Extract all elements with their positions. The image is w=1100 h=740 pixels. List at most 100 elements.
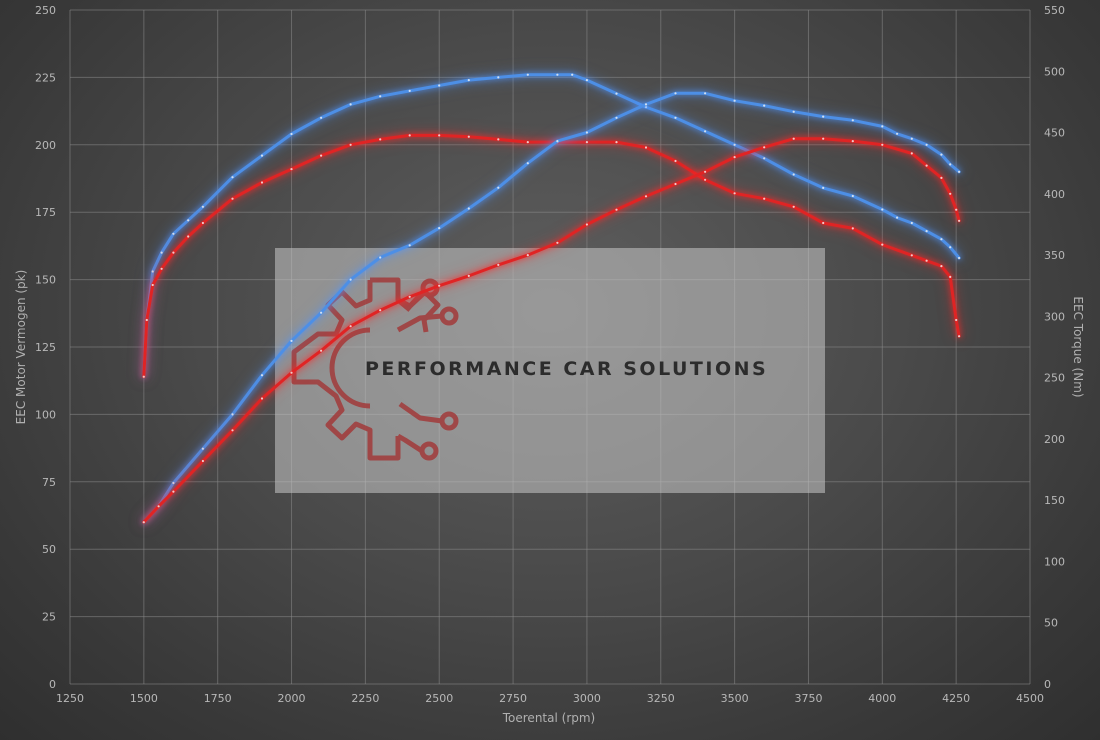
series-point xyxy=(556,73,559,76)
series-point xyxy=(704,130,707,133)
series-point xyxy=(467,135,470,138)
series-point xyxy=(320,311,323,314)
watermark-text: PERFORMANCE CAR SOLUTIONS xyxy=(365,358,768,380)
series-point xyxy=(497,263,500,266)
series-point xyxy=(585,79,589,82)
y-right-axis-title: EEC Torque (Nm) xyxy=(1071,296,1085,397)
series-point xyxy=(201,459,204,463)
y-left-tick-label: 0 xyxy=(49,678,56,691)
y-left-tick-label: 100 xyxy=(35,408,56,421)
y-right-tick-label: 400 xyxy=(1044,188,1065,201)
y-left-tick-label: 150 xyxy=(35,274,56,287)
series-point xyxy=(763,197,766,200)
series-point xyxy=(172,490,175,493)
y-right-tick-label: 100 xyxy=(1044,555,1065,568)
series-point xyxy=(260,181,264,184)
series-point xyxy=(896,132,899,135)
series-point xyxy=(142,521,145,524)
series-point xyxy=(940,238,943,241)
series-point xyxy=(320,116,323,119)
y-left-tick-label: 250 xyxy=(35,4,56,17)
series-point xyxy=(792,205,795,208)
series-point xyxy=(160,251,163,254)
x-tick-label: 3500 xyxy=(721,692,749,705)
series-point xyxy=(949,246,952,249)
series-point xyxy=(851,119,854,122)
series-point xyxy=(792,137,795,140)
series-point xyxy=(172,251,175,254)
series-point xyxy=(910,152,913,155)
y-left-tick-label: 175 xyxy=(35,206,56,219)
series-point xyxy=(151,270,154,273)
series-point xyxy=(379,95,382,98)
series-point xyxy=(644,146,648,149)
series-point xyxy=(940,265,943,268)
series-point xyxy=(497,186,500,189)
series-point xyxy=(231,413,234,416)
series-point xyxy=(187,235,190,238)
series-point xyxy=(157,505,160,508)
series-point xyxy=(955,318,958,322)
y-left-tick-label: 200 xyxy=(35,139,56,152)
series-point xyxy=(958,219,961,222)
series-point xyxy=(792,173,795,176)
series-point xyxy=(145,318,148,322)
series-point xyxy=(467,274,470,277)
series-point xyxy=(408,295,411,298)
series-point xyxy=(201,447,204,450)
series-point xyxy=(674,116,677,119)
series-point xyxy=(260,154,264,157)
series-point xyxy=(733,192,736,195)
series-point xyxy=(881,125,884,128)
series-point xyxy=(644,103,648,106)
series-point xyxy=(526,141,529,144)
y-right-axis-ticks: 0 50 100 150 200 250 300 350 400 450 500 550 xyxy=(1044,4,1065,691)
series-point xyxy=(497,76,500,79)
y-left-tick-label: 75 xyxy=(42,476,56,489)
series-point xyxy=(349,143,352,146)
series-point xyxy=(822,115,825,118)
series-point xyxy=(763,146,766,149)
series-point xyxy=(910,221,913,225)
series-point xyxy=(349,325,352,328)
series-point xyxy=(172,481,175,485)
series-point xyxy=(260,374,264,377)
x-tick-label: 1500 xyxy=(130,692,158,705)
series-point xyxy=(290,168,293,171)
data-series xyxy=(142,73,961,524)
series-point xyxy=(438,284,441,287)
series-point xyxy=(379,256,382,259)
series-point xyxy=(320,349,323,352)
series-point xyxy=(822,137,825,140)
y-right-tick-label: 150 xyxy=(1044,494,1065,507)
series-point xyxy=(231,197,234,200)
series-point xyxy=(881,143,884,146)
series-point xyxy=(925,164,928,167)
series-point xyxy=(822,186,825,189)
series-point xyxy=(733,156,736,159)
series-point xyxy=(260,397,264,400)
y-right-tick-label: 350 xyxy=(1044,249,1065,262)
series-point xyxy=(958,170,961,173)
series-point xyxy=(497,138,500,141)
series-point xyxy=(526,162,529,165)
series-point xyxy=(949,163,952,166)
x-tick-label: 2750 xyxy=(499,692,527,705)
series-point xyxy=(467,79,470,82)
y-left-tick-label: 225 xyxy=(35,71,56,84)
series-point xyxy=(615,92,618,95)
series-point xyxy=(674,92,677,95)
series-point xyxy=(881,243,884,246)
series-point xyxy=(349,103,352,106)
series-point xyxy=(940,176,943,179)
series-point xyxy=(231,176,234,179)
x-tick-label: 1750 xyxy=(204,692,232,705)
series-point xyxy=(851,227,854,230)
series-point xyxy=(704,92,707,95)
series-point xyxy=(958,256,961,260)
series-point xyxy=(526,73,529,76)
series-point xyxy=(615,208,618,211)
y-left-tick-label: 125 xyxy=(35,341,56,354)
series-point xyxy=(949,275,952,278)
y-right-tick-label: 250 xyxy=(1044,372,1065,385)
